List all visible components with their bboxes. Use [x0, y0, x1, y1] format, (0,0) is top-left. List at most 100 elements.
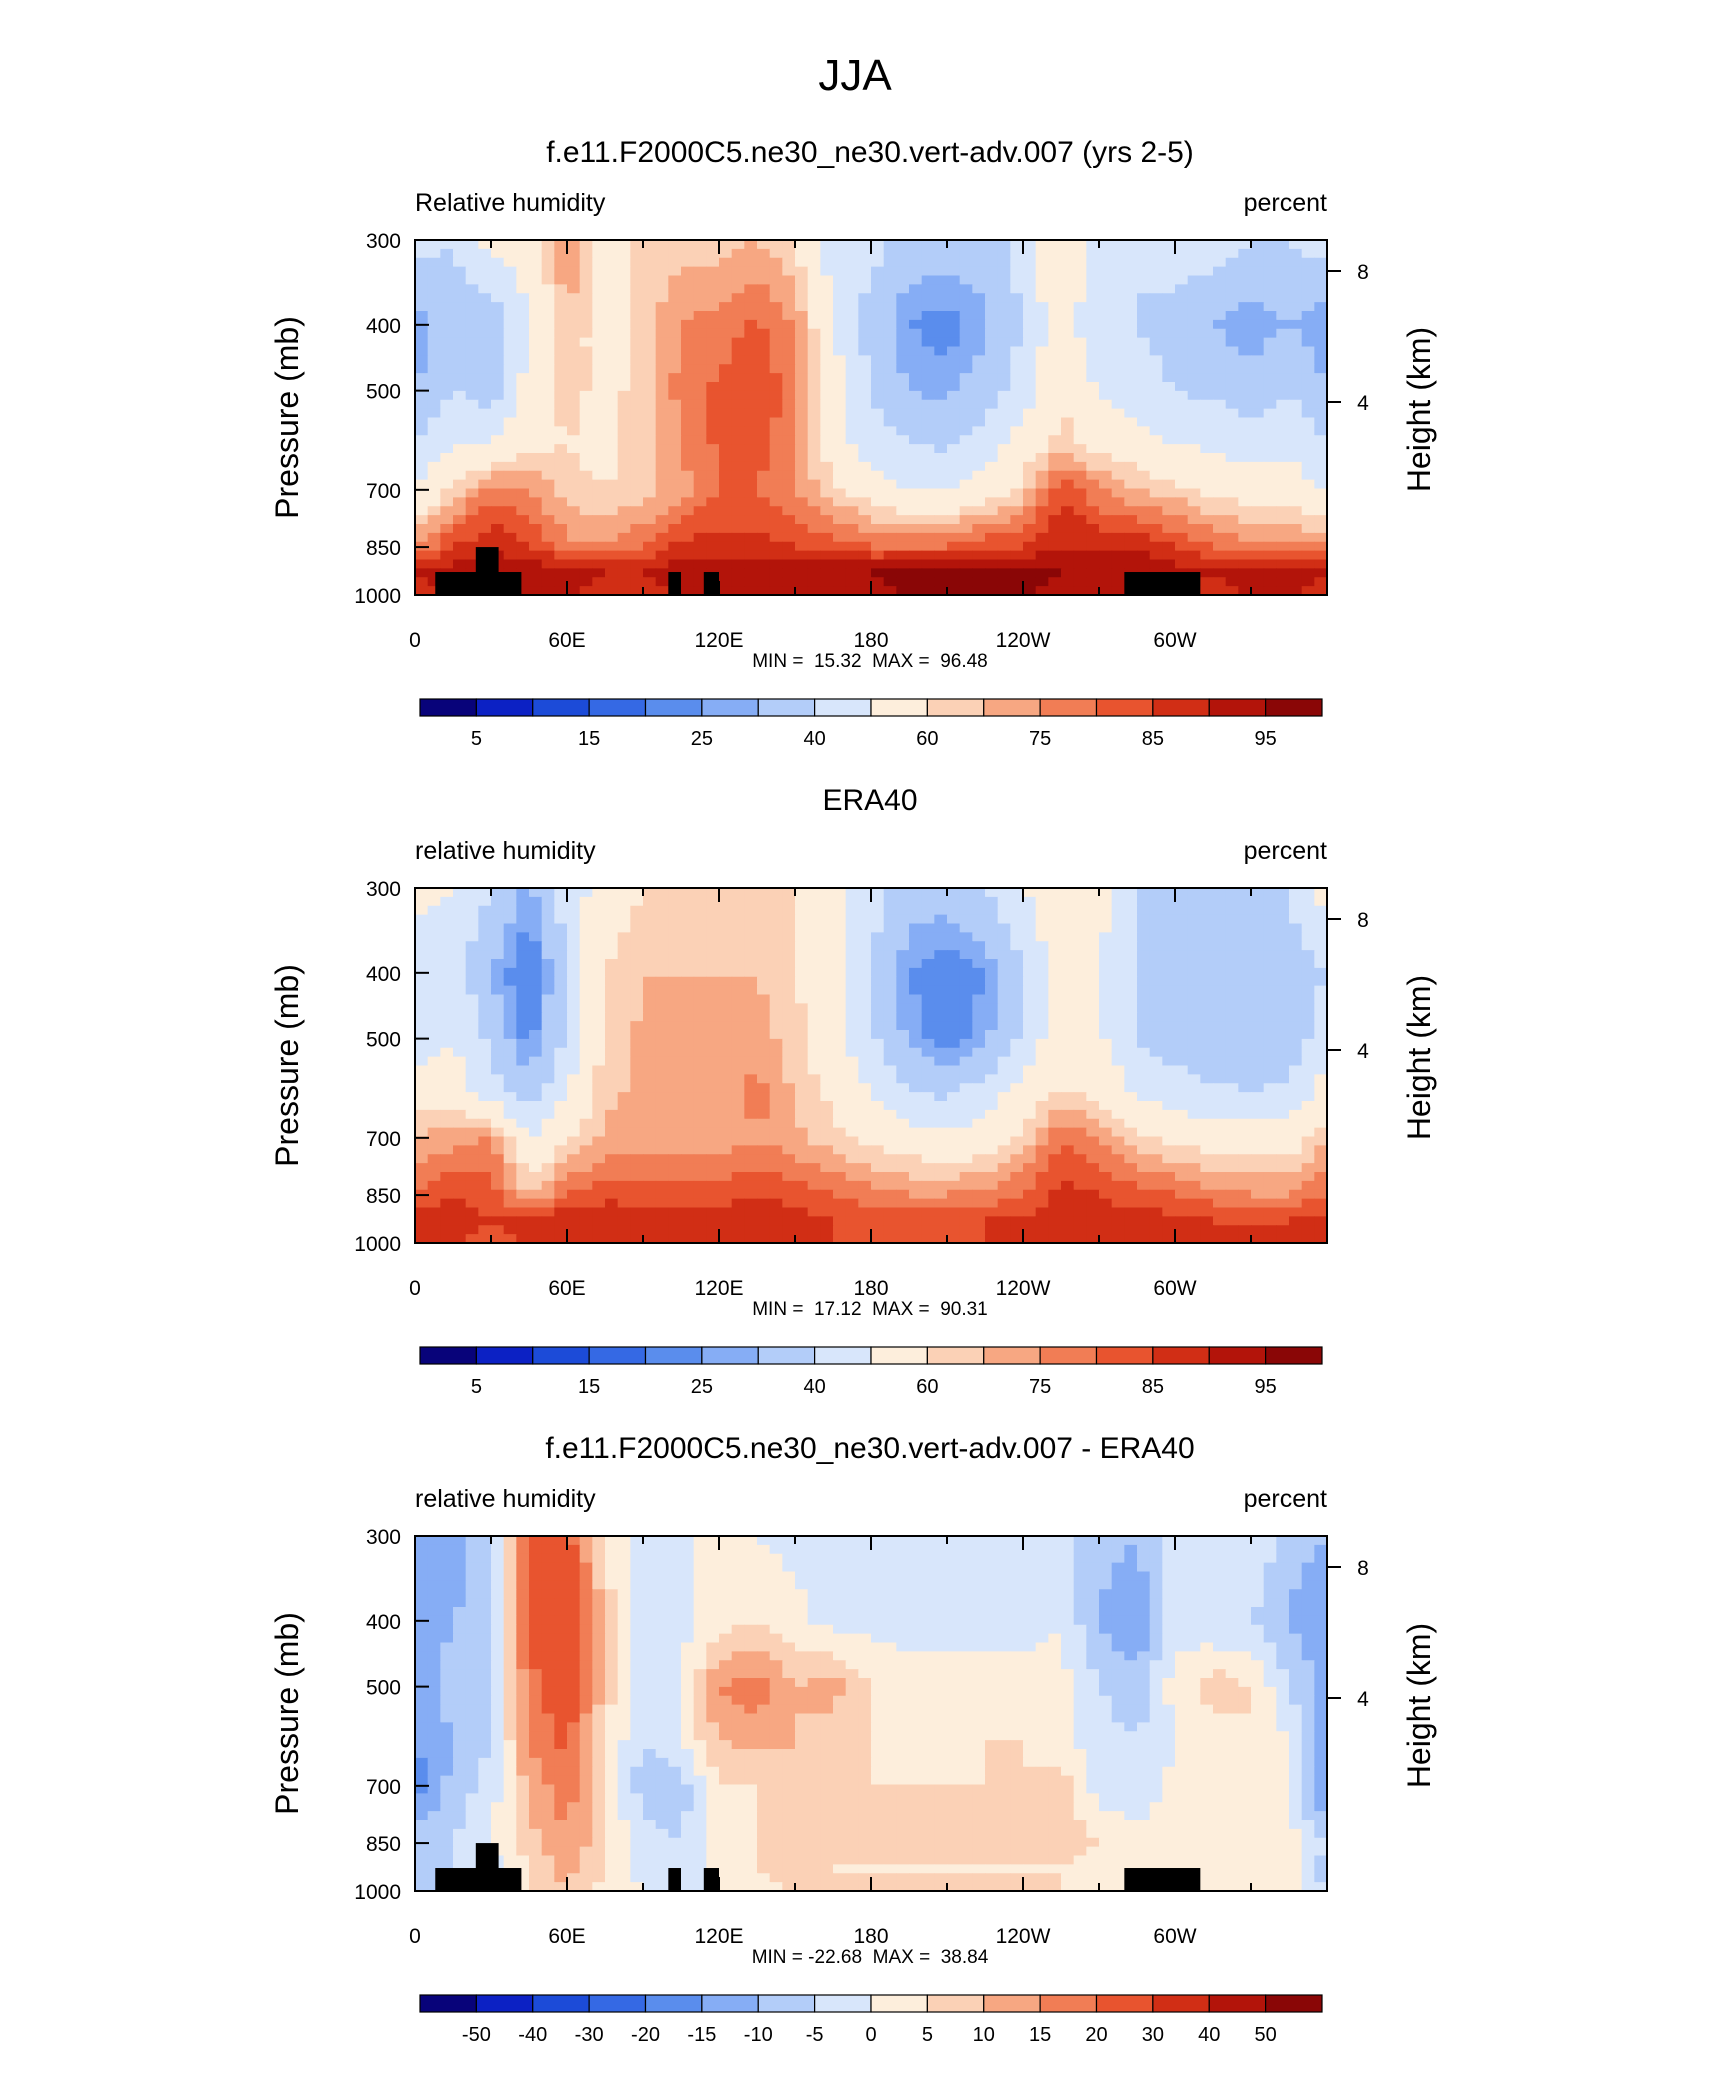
heatmap-cell: [769, 559, 783, 569]
heatmap-cell: [731, 293, 745, 303]
heatmap-cell: [934, 346, 948, 356]
heatmap-cell: [579, 408, 593, 419]
heatmap-cell: [782, 577, 796, 587]
heatmap-cell: [947, 302, 961, 312]
heatmap-cell: [1023, 390, 1037, 401]
heatmap-cell: [1175, 532, 1189, 543]
heatmap-cell: [719, 959, 733, 969]
heatmap-cell: [1200, 577, 1214, 587]
heatmap-cell: [947, 967, 961, 978]
heatmap-cell: [579, 399, 593, 410]
heatmap-cell: [883, 248, 897, 259]
heatmap-cell: [1225, 541, 1239, 552]
heatmap-cell: [744, 994, 758, 1004]
heatmap-cell: [554, 1012, 568, 1022]
heatmap-cell: [1175, 515, 1189, 525]
heatmap-cell: [1124, 364, 1138, 374]
heatmap-cell: [1314, 382, 1328, 392]
heatmap-cell: [541, 515, 555, 525]
heatmap-cell: [1289, 373, 1303, 383]
heatmap-cell: [1061, 399, 1075, 410]
heatmap-cell: [820, 488, 834, 498]
heatmap-cell: [883, 1021, 897, 1031]
heatmap-cell: [1200, 994, 1214, 1004]
heatmap-cell: [491, 941, 505, 951]
heatmap-cell: [1073, 302, 1087, 312]
heatmap-cell: [1010, 319, 1024, 330]
heatmap-cell: [592, 284, 606, 294]
heatmap-cell: [845, 355, 859, 365]
heatmap-cell: [1251, 453, 1265, 463]
heatmap-cell: [985, 1065, 999, 1075]
heatmap-cell: [833, 266, 847, 277]
heatmap-cell: [972, 532, 986, 543]
heatmap-cell: [845, 1127, 859, 1138]
heatmap-cell: [516, 1101, 530, 1111]
heatmap-cell: [820, 1109, 834, 1120]
heatmap-cell: [845, 453, 859, 463]
heatmap-cell: [782, 284, 796, 294]
heatmap-cell: [744, 1030, 758, 1040]
heatmap-cell: [1010, 382, 1024, 392]
heatmap-cell: [1137, 426, 1151, 436]
heatmap-cell: [605, 328, 619, 339]
heatmap-cell: [1175, 453, 1189, 463]
heatmap-cell: [1251, 568, 1265, 578]
heatmap-cell: [427, 399, 441, 410]
heatmap-cell: [871, 1012, 885, 1022]
heatmap-cell: [1213, 1047, 1227, 1058]
heatmap-cell: [896, 302, 910, 312]
heatmap-cell: [706, 1083, 720, 1093]
heatmap-cell: [630, 328, 644, 339]
heatmap-cell: [795, 390, 809, 401]
heatmap-cell: [655, 914, 669, 925]
heatmap-cell: [516, 373, 530, 383]
heatmap-cell: [1035, 364, 1049, 374]
heatmap-cell: [1301, 923, 1315, 933]
heatmap-cell: [1200, 408, 1214, 419]
heatmap-cell: [643, 1056, 657, 1067]
heatmap-cell: [731, 275, 745, 285]
heatmap-cell: [1035, 328, 1049, 339]
heatmap-cell: [1213, 382, 1227, 392]
heatmap-cell: [896, 905, 910, 916]
heatmap-cell: [1314, 586, 1328, 596]
heatmap-cell: [719, 328, 733, 339]
heatmap-cell: [453, 932, 467, 942]
heatmap-cell: [985, 248, 999, 259]
heatmap-cell: [440, 248, 454, 259]
heatmap-cell: [491, 923, 505, 933]
heatmap-cell: [1276, 1056, 1290, 1067]
heatmap-cell: [605, 275, 619, 285]
heatmap-cell: [1251, 346, 1265, 356]
heatmap-cell: [478, 888, 492, 898]
heatmap-cell: [1162, 319, 1176, 330]
heatmap-cell: [630, 337, 644, 348]
heatmap-cell: [1010, 950, 1024, 960]
heatmap-cell: [1124, 905, 1138, 916]
heatmap-cell: [1263, 1038, 1277, 1049]
topography-block: [703, 572, 719, 595]
heatmap-cell: [1276, 302, 1290, 312]
heatmap-cell: [947, 1074, 961, 1084]
heatmap-cell: [1225, 399, 1239, 410]
heatmap-cell: [833, 941, 847, 951]
heatmap-cell: [959, 328, 973, 339]
heatmap-cell: [795, 382, 809, 392]
heatmap-cell: [1048, 541, 1062, 552]
heatmap-cell: [605, 1056, 619, 1067]
heatmap-cell: [706, 905, 720, 916]
heatmap-cell: [1263, 1109, 1277, 1120]
heatmap-cell: [529, 417, 543, 427]
heatmap-cell: [681, 577, 695, 587]
heatmap-cell: [1251, 337, 1265, 348]
heatmap-cell: [795, 994, 809, 1004]
heatmap-cell: [567, 923, 581, 933]
heatmap-cell: [934, 311, 948, 321]
heatmap-cell: [655, 550, 669, 561]
heatmap-cell: [972, 959, 986, 969]
heatmap-cell: [668, 506, 682, 516]
heatmap-cell: [1061, 390, 1075, 401]
heatmap-cell: [1023, 417, 1037, 427]
heatmap-cell: [427, 426, 441, 436]
